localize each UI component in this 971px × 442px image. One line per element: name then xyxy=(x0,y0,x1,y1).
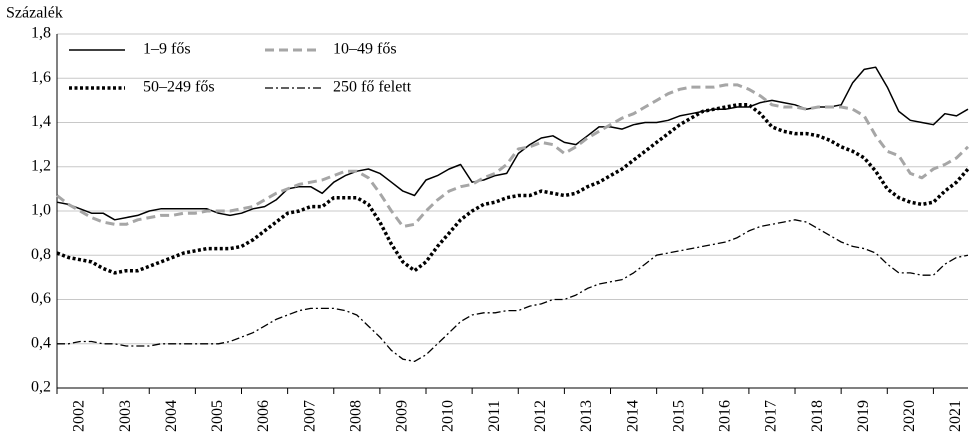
legend-label: 250 fő felett xyxy=(333,79,412,96)
y-tick-label: 0,4 xyxy=(31,334,51,351)
y-tick-label: 0,6 xyxy=(31,290,51,307)
x-tick-label: 2015 xyxy=(670,400,687,432)
x-tick-label: 2005 xyxy=(209,400,226,432)
x-tick-label: 2007 xyxy=(301,400,318,432)
x-tick-label: 2016 xyxy=(717,400,734,432)
y-axis-label: Százalék xyxy=(6,5,63,22)
x-tick-label: 2013 xyxy=(578,400,595,432)
y-tick-label: 0,8 xyxy=(31,246,51,263)
x-tick-label: 2017 xyxy=(763,400,780,432)
x-tick-label: 2012 xyxy=(532,400,549,432)
x-tick-label: 2019 xyxy=(855,400,872,432)
x-tick-label: 2002 xyxy=(71,400,88,432)
y-tick-label: 1,0 xyxy=(31,202,51,219)
legend-label: 50–249 fős xyxy=(143,79,215,96)
y-tick-label: 1,2 xyxy=(31,157,51,174)
x-tick-label: 2003 xyxy=(117,400,134,432)
legend-label: 1–9 fős xyxy=(143,41,191,58)
series-line xyxy=(57,219,969,363)
y-tick-label: 0,2 xyxy=(31,379,51,396)
x-tick-label: 2008 xyxy=(347,400,364,432)
series-line xyxy=(56,103,970,275)
x-tick-label: 2018 xyxy=(809,400,826,432)
series-line xyxy=(56,83,970,228)
x-tick-label: 2021 xyxy=(947,400,964,432)
x-tick-label: 2010 xyxy=(440,400,457,432)
legend-label: 10–49 fős xyxy=(333,41,397,58)
x-tick-label: 2004 xyxy=(163,400,180,432)
x-tick-label: 2020 xyxy=(901,400,918,432)
y-tick-label: 1,8 xyxy=(31,25,51,42)
x-tick-label: 2011 xyxy=(486,400,503,431)
x-tick-label: 2009 xyxy=(394,400,411,432)
y-tick-label: 1,4 xyxy=(31,113,51,130)
x-tick-label: 2006 xyxy=(255,400,272,432)
y-tick-label: 1,6 xyxy=(31,69,51,86)
x-tick-label: 2014 xyxy=(624,400,641,432)
